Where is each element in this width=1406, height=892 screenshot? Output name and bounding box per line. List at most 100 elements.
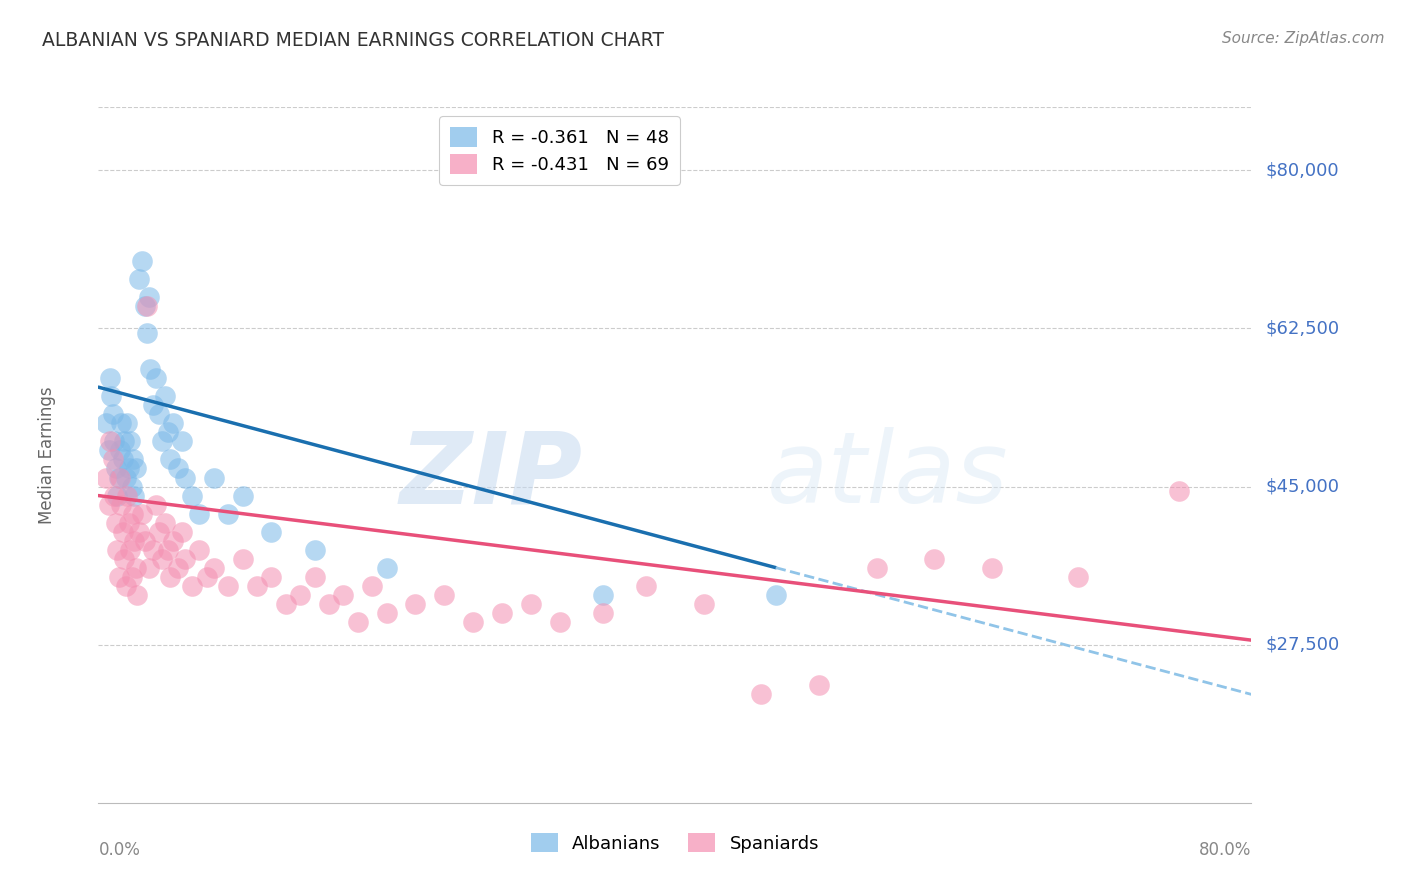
Point [107,470,129,484]
Text: $45,000: $45,000 [1265,477,1340,496]
Text: Source: ZipAtlas.com: Source: ZipAtlas.com [1222,31,1385,46]
Point [118,516,141,530]
Point [548,615,571,629]
Point [304,570,326,584]
Point [159,570,181,584]
Point [124,489,146,503]
Point [346,615,368,629]
Point [122,507,145,521]
Point [866,561,889,575]
Point [94,417,117,431]
Point [765,588,787,602]
Point [153,389,176,403]
Point [231,551,254,566]
Point [174,551,197,566]
Point [142,542,165,557]
Point [128,271,150,285]
Point [101,407,124,421]
Point [110,417,132,431]
Point [100,389,122,403]
Text: $80,000: $80,000 [1265,161,1339,179]
Point [153,516,176,530]
Point [120,434,142,449]
Point [131,253,153,268]
Point [188,542,211,557]
Point [260,570,283,584]
Point [159,452,181,467]
Point [150,551,173,566]
Point [128,524,150,539]
Point [122,452,145,467]
Point [592,606,614,620]
Point [98,371,121,385]
Point [520,597,543,611]
Point [98,434,121,449]
Point [110,498,132,512]
Point [103,434,125,449]
Point [318,597,340,611]
Point [124,533,146,548]
Point [104,461,127,475]
Point [217,579,239,593]
Point [148,407,170,421]
Point [134,533,156,548]
Point [94,470,117,484]
Point [108,470,131,484]
Point [125,461,148,475]
Point [922,551,945,566]
Point [162,417,184,431]
Point [136,299,159,313]
Point [433,588,456,602]
Point [131,507,153,521]
Point [981,561,1004,575]
Point [195,570,218,584]
Point [117,489,138,503]
Point [105,542,128,557]
Point [108,443,131,458]
Legend: Albanians, Spaniards: Albanians, Spaniards [523,825,827,860]
Point [461,615,484,629]
Text: atlas: atlas [768,427,1008,524]
Text: 0.0%: 0.0% [98,841,141,859]
Text: ZIP: ZIP [399,427,582,524]
Point [142,398,165,412]
Point [148,524,170,539]
Point [107,570,129,584]
Point [375,606,398,620]
Point [150,434,173,449]
Point [114,579,136,593]
Point [156,425,179,440]
Point [125,561,148,575]
Point [111,524,134,539]
Point [217,507,239,521]
Point [246,579,269,593]
Point [127,588,149,602]
Point [188,507,211,521]
Text: Median Earnings: Median Earnings [38,386,56,524]
Point [156,542,179,557]
Point [138,290,160,304]
Point [145,498,167,512]
Point [174,470,197,484]
Point [290,588,312,602]
Point [332,588,354,602]
Point [274,597,297,611]
Point [134,299,156,313]
Point [202,561,225,575]
Point [807,678,830,692]
Point [117,417,138,431]
Point [112,434,135,449]
Point [636,579,658,593]
Point [260,524,283,539]
Point [114,470,136,484]
Point [1067,570,1090,584]
Point [166,561,188,575]
Point [405,597,427,611]
Point [592,588,614,602]
Point [375,561,398,575]
Point [97,498,120,512]
Point [751,687,773,701]
Point [118,461,141,475]
Point [103,489,125,503]
Point [105,489,128,503]
